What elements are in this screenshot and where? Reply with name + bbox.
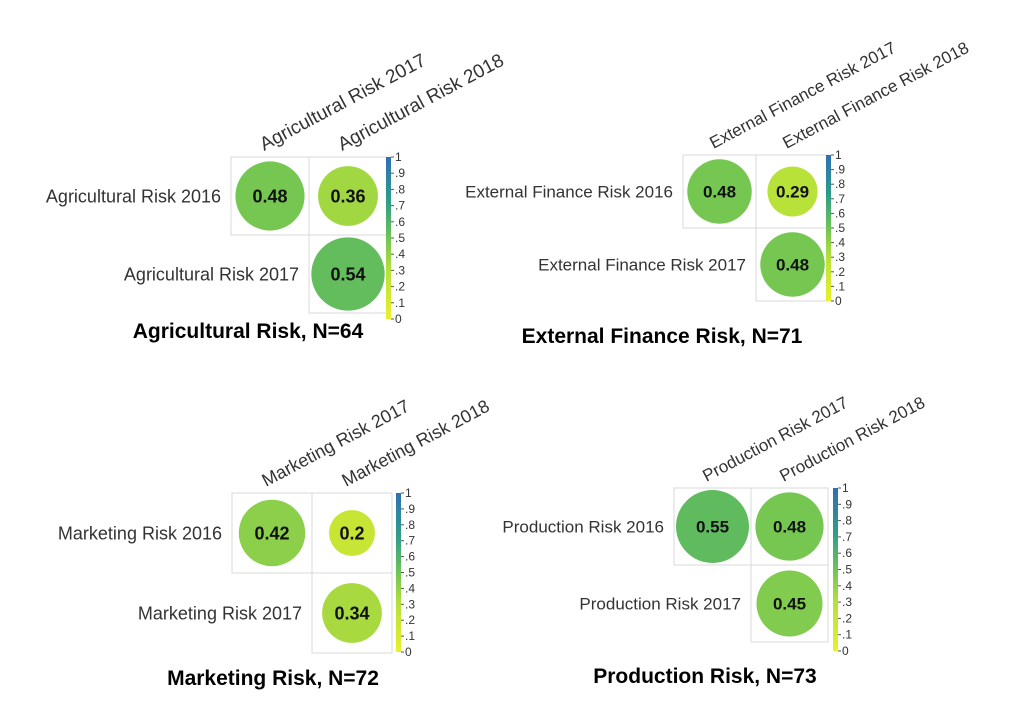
colorscale-tick-label: .8: [842, 514, 852, 528]
colorscale-tick-label: .7: [395, 199, 405, 213]
colorscale-tick-label: .7: [405, 534, 415, 548]
column-label: Marketing Risk 2017: [258, 396, 412, 491]
colorscale-tick-label: .8: [395, 182, 405, 196]
correlation-value: 0.34: [334, 603, 369, 623]
colorscale-tick-label: 1: [842, 481, 849, 495]
row-label: Agricultural Risk 2016: [46, 186, 221, 206]
correlation-circle: [756, 570, 823, 637]
colorscale-tick-label: .2: [842, 611, 852, 625]
colorscale-tick-label: .9: [835, 163, 845, 177]
colorscale-tick-label: .3: [842, 595, 852, 609]
column-label: Production Risk 2017: [699, 393, 851, 486]
panel-title: Agricultural Risk, N=64: [133, 320, 364, 343]
colorscale-tick-label: 0: [842, 644, 849, 658]
correlation-circle: [676, 490, 749, 563]
correlation-value: 0.48: [252, 186, 287, 206]
colorscale-tick-label: .2: [835, 265, 845, 279]
colorscale-tick-label: .1: [405, 629, 415, 643]
correlation-value: 0.36: [330, 186, 365, 206]
correlation-circle: [235, 161, 305, 231]
colorscale-tick-label: .9: [395, 166, 405, 180]
colorscale-tick-label: 0: [405, 645, 412, 659]
colorscale-tick-label: .7: [842, 530, 852, 544]
correlation-circle: [329, 510, 375, 556]
correlation-circle: [760, 232, 825, 297]
row-label: External Finance Risk 2016: [465, 183, 673, 202]
row-label: Production Risk 2017: [579, 595, 741, 614]
correlation-panel-1: 0.48 0.36 0.54 Agricultural Risk 2016 Agricu…: [46, 50, 508, 343]
colorscale-tick-label: .4: [842, 579, 852, 593]
colorscale-tick-label: .8: [405, 518, 415, 532]
correlation-circle: [767, 166, 818, 217]
colorscale-tick-label: .1: [395, 296, 405, 310]
colorscale-tick-label: .6: [842, 546, 852, 560]
colorscale-tick-label: .2: [395, 280, 405, 294]
row-label: Marketing Risk 2017: [138, 603, 302, 623]
correlation-circle: [238, 499, 306, 567]
correlation-circle: [311, 237, 385, 311]
colorscale-tick-label: .5: [835, 221, 845, 235]
correlation-value: 0.55: [696, 518, 729, 537]
grid-cell: [750, 564, 829, 643]
colorscale-tick-label: 1: [405, 486, 412, 500]
correlation-value: 0.42: [254, 523, 289, 543]
row-label: Agricultural Risk 2017: [124, 264, 299, 284]
colorscale-tick-label: .7: [835, 192, 845, 206]
colorscale-tick-label: 0: [835, 294, 842, 308]
colorscale-tick-label: .5: [395, 231, 405, 245]
colorscale-tick-label: .3: [405, 597, 415, 611]
correlation-circle: [322, 583, 382, 643]
colorscale-tick-label: 1: [395, 150, 402, 164]
correlation-circle: [755, 492, 824, 561]
colorscale-bar: [386, 157, 391, 319]
colorscale-tick-label: .6: [835, 206, 845, 220]
colorscale-tick-label: .4: [835, 236, 845, 250]
row-label: Production Risk 2016: [502, 518, 664, 537]
panel-title: External Finance Risk, N=71: [522, 325, 803, 348]
colorscale-bar: [826, 155, 831, 301]
colorscale-tick-label: .8: [835, 177, 845, 191]
row-label: External Finance Risk 2017: [538, 256, 746, 275]
correlation-value: 0.45: [773, 595, 806, 614]
colorscale-tick-label: .3: [395, 263, 405, 277]
colorscale-tick-label: .1: [835, 279, 845, 293]
column-label: Marketing Risk 2018: [338, 396, 492, 491]
correlation-circle: [318, 166, 378, 226]
correlation-value: 0.2: [339, 523, 364, 543]
colorscale-tick-label: 1: [835, 148, 842, 162]
colorscale-tick-label: .6: [405, 550, 415, 564]
colorscale-tick-label: .4: [405, 581, 415, 595]
correlation-value: 0.48: [773, 518, 806, 537]
colorscale-tick-label: 0: [395, 312, 402, 326]
colorscale-tick-label: .3: [835, 250, 845, 264]
correlation-panel-4: 0.55 0.48 0.45 Production Risk 2016 Producti…: [502, 393, 928, 688]
colorscale-tick-label: .2: [405, 613, 415, 627]
correlation-value: 0.48: [703, 183, 736, 202]
correlation-value: 0.54: [330, 264, 365, 284]
colorscale-bar: [396, 493, 401, 652]
column-label: Production Risk 2018: [776, 393, 928, 486]
colorscale-tick-label: .5: [842, 563, 852, 577]
colorscale-tick-label: .9: [842, 497, 852, 511]
colorscale-tick-label: .9: [405, 502, 415, 516]
correlation-value: 0.29: [776, 183, 809, 202]
correlation-panel-2: 0.48 0.29 0.48 External Finance Risk 2016 Ex…: [465, 38, 972, 348]
colorscale-tick-label: .1: [842, 628, 852, 642]
colorscale-tick-label: .4: [395, 247, 405, 261]
colorscale-tick-label: .5: [405, 566, 415, 580]
colorscale-tick-label: .6: [395, 215, 405, 229]
row-label: Marketing Risk 2016: [58, 523, 222, 543]
grid-cell: [311, 572, 393, 654]
panel-title: Marketing Risk, N=72: [167, 667, 379, 690]
correlation-value: 0.48: [776, 256, 809, 275]
panel-title: Production Risk, N=73: [593, 665, 816, 688]
correlation-circle: [687, 159, 752, 224]
colorscale-bar: [833, 488, 838, 651]
